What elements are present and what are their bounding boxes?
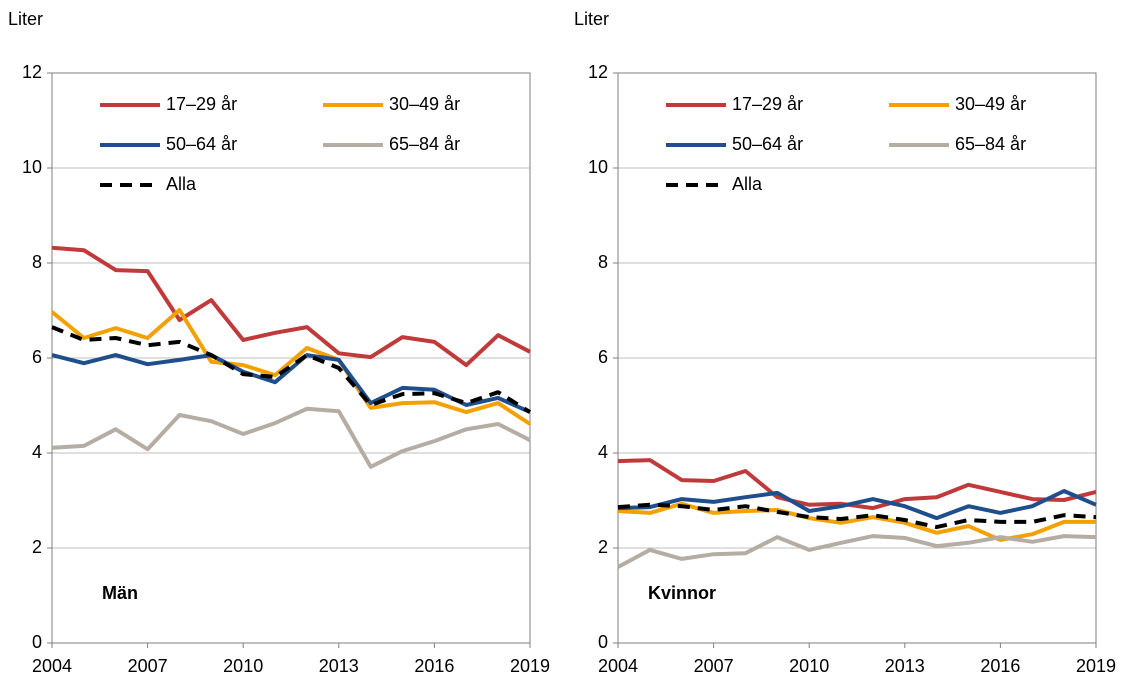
legend-label: 17–29 år (166, 94, 237, 114)
legend-label: Alla (732, 174, 763, 194)
series-line (617, 534, 1097, 569)
x-tick-label: 2007 (128, 656, 168, 676)
legend-label: 17–29 år (732, 94, 803, 114)
legend-label: 50–64 år (166, 134, 237, 154)
x-tick-label: 2019 (510, 656, 550, 676)
plot-frame (617, 72, 1097, 644)
y-tick-label: 8 (32, 252, 42, 272)
y-tick-label: 10 (22, 157, 42, 177)
y-tick-label: 4 (32, 442, 42, 462)
x-tick-label: 2007 (694, 656, 734, 676)
y-axis-label: Liter (574, 9, 609, 29)
legend-label: 30–49 år (955, 94, 1026, 114)
legend-label: 50–64 år (732, 134, 803, 154)
legend-label: 65–84 år (389, 134, 460, 154)
x-tick-label: 2004 (598, 656, 638, 676)
y-tick-label: 6 (598, 347, 608, 367)
y-tick-label: 10 (588, 157, 608, 177)
legend-label: Alla (166, 174, 197, 194)
legend-label: 65–84 år (955, 134, 1026, 154)
y-axis-label: Liter (8, 9, 43, 29)
y-tick-label: 0 (598, 632, 608, 652)
series-line (617, 502, 1097, 530)
series-line (51, 325, 532, 414)
series-line (51, 406, 531, 469)
x-tick-label: 2016 (980, 656, 1020, 676)
y-tick-label: 8 (598, 252, 608, 272)
series-line (617, 489, 1097, 521)
y-tick-label: 4 (598, 442, 608, 462)
legend-label: 30–49 år (389, 94, 460, 114)
x-tick-label: 2013 (885, 656, 925, 676)
series-line (617, 501, 1096, 542)
y-tick-label: 0 (32, 632, 42, 652)
y-tick-label: 2 (598, 537, 608, 557)
annotation: Män (102, 583, 138, 603)
x-tick-label: 2010 (789, 656, 829, 676)
annotation: Kvinnor (648, 583, 716, 603)
series-line (617, 458, 1097, 511)
series-line (50, 308, 532, 426)
x-tick-label: 2019 (1076, 656, 1116, 676)
x-tick-label: 2016 (414, 656, 454, 676)
x-tick-label: 2013 (319, 656, 359, 676)
x-tick-label: 2010 (223, 656, 263, 676)
y-tick-label: 12 (22, 62, 42, 82)
y-tick-label: 12 (588, 62, 608, 82)
x-tick-label: 2004 (32, 656, 72, 676)
series-line (51, 353, 531, 414)
y-tick-label: 6 (32, 347, 42, 367)
series-line (51, 245, 531, 368)
plot-frame (51, 72, 531, 644)
y-tick-label: 2 (32, 537, 42, 557)
